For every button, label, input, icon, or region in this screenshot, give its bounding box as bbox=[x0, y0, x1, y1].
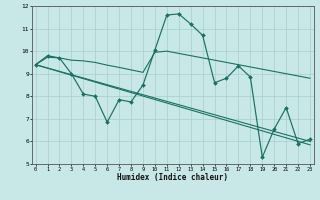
X-axis label: Humidex (Indice chaleur): Humidex (Indice chaleur) bbox=[117, 173, 228, 182]
